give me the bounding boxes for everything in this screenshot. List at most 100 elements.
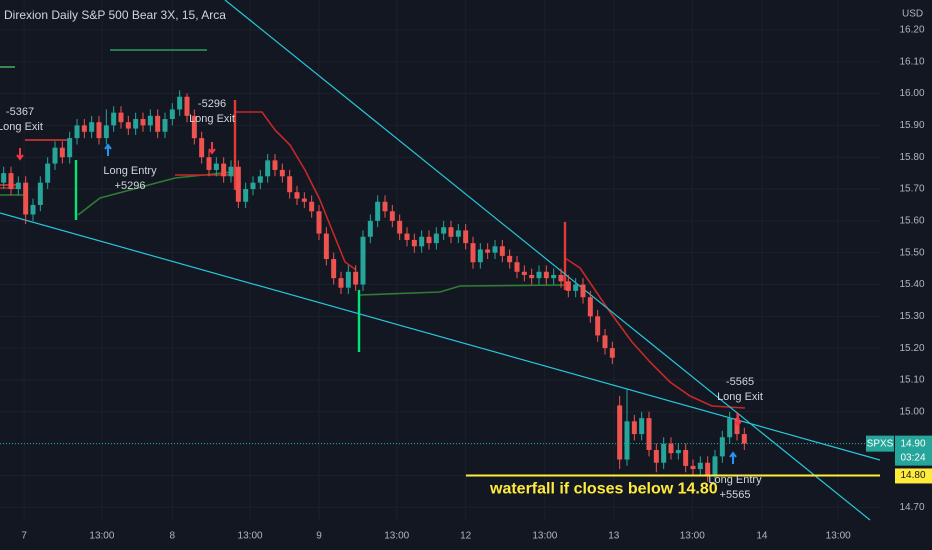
candle-body	[492, 246, 498, 253]
x-tick-label: 13	[608, 531, 620, 542]
candle-body	[455, 230, 461, 237]
candle-body	[118, 112, 124, 123]
candle-body	[382, 201, 388, 212]
candle-body	[272, 160, 278, 170]
candle-body	[155, 115, 161, 132]
candle-body	[543, 271, 549, 279]
stop-spike	[74, 160, 361, 352]
candle-body	[59, 147, 65, 158]
candle-body	[653, 449, 659, 463]
candle-body	[125, 122, 131, 129]
candle-body	[536, 271, 542, 279]
candle-body	[250, 182, 256, 190]
y-tick-label: 16.20	[899, 25, 924, 36]
currency: USD	[902, 9, 923, 20]
candle-body	[81, 125, 87, 132]
candle-body	[397, 220, 403, 234]
x-tick-label: 13:00	[532, 531, 557, 542]
candle-body	[23, 182, 29, 215]
candle-body	[734, 418, 740, 435]
candle-body	[331, 259, 337, 279]
x-tick-label: 12	[460, 531, 472, 542]
countdown-label: 03:24	[900, 452, 925, 463]
candle-body	[595, 316, 601, 336]
candle-body	[646, 418, 652, 450]
candle-body	[426, 236, 432, 244]
signal-label: Long Exit	[189, 113, 235, 125]
x-tick-label: 9	[316, 531, 322, 542]
x-tick-label: 13:00	[384, 531, 409, 542]
y-tick-label: 15.80	[899, 152, 924, 163]
candle-body	[235, 166, 241, 202]
candle-body	[470, 243, 476, 263]
support-price: 14.80	[900, 470, 925, 481]
candle-body	[37, 182, 43, 205]
symbol-label: SPXS	[867, 438, 894, 449]
candle-body	[411, 239, 417, 247]
candle-body	[221, 163, 227, 177]
candle-body	[323, 233, 329, 260]
candle-body	[617, 405, 623, 460]
candle-body	[712, 456, 718, 476]
candle-body	[580, 284, 586, 298]
candle-body	[301, 198, 307, 202]
candle-body	[52, 147, 58, 164]
grid	[0, 0, 880, 520]
candle-body	[433, 233, 439, 244]
candle-body	[367, 220, 373, 237]
candle-body	[602, 335, 608, 349]
candle-body	[668, 443, 674, 454]
signal-arrow	[16, 148, 24, 161]
signal-label: Long Entry	[708, 474, 762, 486]
candle-body	[338, 278, 344, 288]
candle-body	[360, 236, 366, 285]
candle-body	[199, 138, 205, 158]
signal-label: Long Entry	[103, 165, 157, 177]
candle-body	[67, 138, 73, 158]
y-tick-label: 15.90	[899, 120, 924, 131]
candle-body	[727, 418, 733, 438]
y-tick-label: 16.10	[899, 56, 924, 67]
candle-body	[353, 271, 359, 285]
candle-body	[551, 274, 557, 279]
candle-body	[697, 462, 703, 470]
candle-body	[529, 274, 535, 279]
x-tick-label: 13:00	[89, 531, 114, 542]
candle-body	[177, 96, 183, 110]
candle-body	[631, 421, 637, 435]
candle-body	[477, 249, 483, 263]
candle-body	[521, 271, 527, 275]
candle-body	[1, 173, 7, 183]
price-axis	[880, 0, 932, 550]
signal-arrow	[208, 142, 216, 155]
x-tick-label: 14	[756, 531, 768, 542]
price-tag	[895, 435, 932, 466]
candle-body	[389, 211, 395, 221]
trend-line	[0, 212, 881, 461]
candle-body	[257, 176, 263, 183]
signal-arrow	[734, 414, 742, 427]
stop-line	[359, 284, 566, 296]
candle-body	[419, 236, 425, 247]
y-tick-label: 15.00	[899, 406, 924, 417]
candle-body	[514, 262, 520, 272]
signal-label: Long Exit	[0, 121, 43, 133]
y-tick-label: 15.70	[899, 184, 924, 195]
candle-body	[565, 281, 571, 291]
candle-body	[719, 437, 725, 457]
candle-body	[624, 421, 630, 460]
candle-body	[140, 119, 146, 126]
candle-body	[587, 297, 593, 317]
candle-body	[147, 115, 153, 126]
signal-label: +5565	[720, 489, 751, 501]
price-label: 14.90	[900, 438, 925, 449]
signal-label: -5367	[6, 106, 34, 118]
candle-body	[287, 176, 293, 193]
y-tick-label: 14.70	[899, 502, 924, 513]
candle-body	[103, 125, 109, 139]
candle-body	[316, 211, 322, 234]
candle-body	[309, 201, 315, 212]
candle-body	[191, 115, 197, 139]
signal-label: -5296	[198, 98, 226, 110]
